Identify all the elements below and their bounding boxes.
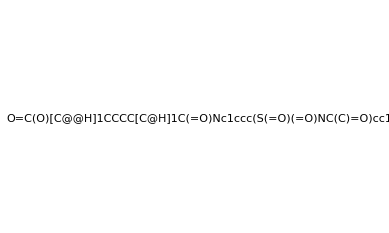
Text: O=C(O)[C@@H]1CCCC[C@H]1C(=O)Nc1ccc(S(=O)(=O)NC(C)=O)cc1: O=C(O)[C@@H]1CCCC[C@H]1C(=O)Nc1ccc(S(=O)… bbox=[7, 113, 389, 123]
